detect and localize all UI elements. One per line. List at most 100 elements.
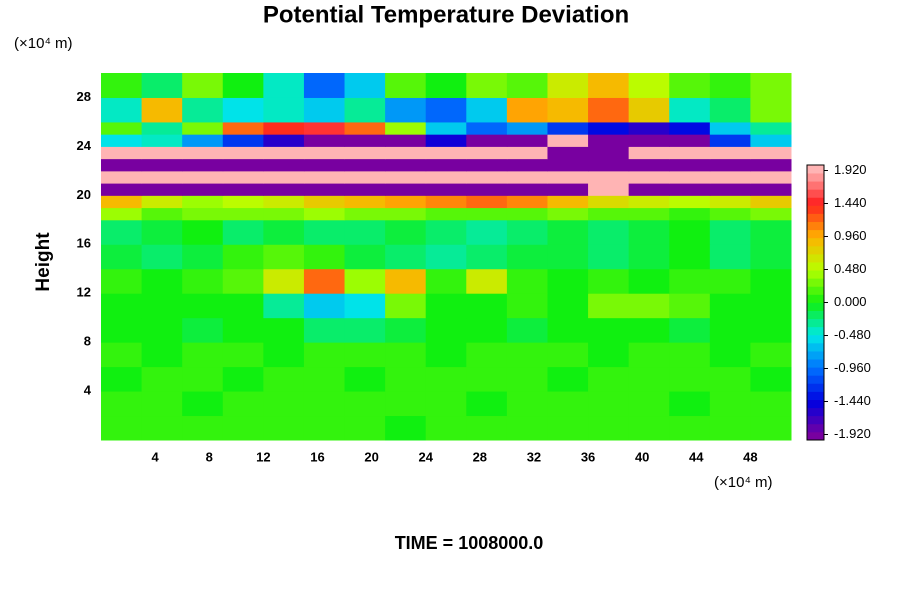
heat-cell <box>709 342 751 368</box>
heat-cell <box>303 366 346 392</box>
heat-cell <box>709 415 751 441</box>
heat-cell <box>628 158 670 172</box>
heat-cell <box>588 219 630 245</box>
heat-cell <box>222 415 264 441</box>
heat-cell <box>344 73 386 98</box>
colorbar-band <box>807 165 824 174</box>
heat-cell <box>263 134 305 147</box>
heat-cell <box>547 366 589 392</box>
heat-cell <box>263 97 305 123</box>
heat-cell <box>182 121 224 135</box>
colorbar-label: -1.440 <box>834 393 871 408</box>
heat-cell <box>709 244 751 270</box>
heat-cell <box>506 219 548 245</box>
x-tick-label: 8 <box>206 449 213 464</box>
heat-cell <box>222 146 264 160</box>
heat-cell <box>303 219 346 245</box>
y-tick-label: 20 <box>77 187 91 202</box>
heat-cell <box>628 121 670 135</box>
heat-cell <box>709 146 751 160</box>
heat-cell <box>547 219 589 245</box>
heat-cell <box>344 158 386 172</box>
heat-cell <box>101 121 143 135</box>
heat-cell <box>547 134 589 147</box>
heat-cell <box>344 366 386 392</box>
heat-cell <box>101 219 143 245</box>
heat-cell <box>222 97 264 123</box>
heat-cell <box>303 134 346 147</box>
colorbar-band <box>807 253 824 263</box>
heat-cell <box>182 158 224 172</box>
heat-cell <box>750 219 792 245</box>
heat-cell <box>669 195 711 209</box>
heat-cell <box>466 183 508 196</box>
heat-cell <box>385 244 427 270</box>
heat-cell <box>425 97 467 123</box>
heat-cell <box>506 73 548 98</box>
heat-cell <box>709 219 751 245</box>
heat-cell <box>547 415 589 441</box>
heat-cell <box>750 293 792 319</box>
x-unit: (×10⁴ m) <box>714 474 773 491</box>
heat-cell <box>182 146 224 160</box>
heat-cell <box>547 207 589 221</box>
heat-cell <box>385 146 427 160</box>
heat-cell <box>750 342 792 368</box>
heat-cell <box>385 183 427 196</box>
heat-cell <box>182 244 224 270</box>
heat-cell <box>344 268 386 294</box>
colorbar-band <box>807 262 824 271</box>
x-tick-label: 32 <box>527 449 541 464</box>
y-unit: (×10⁴ m) <box>14 35 73 52</box>
heat-cell <box>669 219 711 245</box>
heat-cell <box>466 73 508 98</box>
heat-cell <box>141 158 183 172</box>
colorbar-label: 1.440 <box>834 195 867 210</box>
heat-cell <box>303 170 346 184</box>
heat-cell <box>303 293 346 319</box>
heat-cell <box>101 134 143 147</box>
heat-cell <box>303 244 346 270</box>
heat-cell <box>303 146 346 160</box>
colorbar-band <box>807 189 824 198</box>
heat-cell <box>669 317 711 343</box>
heat-cell <box>709 134 751 147</box>
heat-cell <box>547 158 589 172</box>
colorbar-band <box>807 197 824 206</box>
heat-cell <box>263 317 305 343</box>
heat-cell <box>303 195 346 209</box>
heat-cell <box>750 134 792 147</box>
heat-cell <box>506 195 548 209</box>
heat-cell <box>101 170 143 184</box>
heat-cell <box>750 415 792 441</box>
heat-cell <box>425 158 467 172</box>
colorbar-band <box>807 237 824 247</box>
colorbar-band <box>807 205 824 214</box>
heat-cell <box>669 121 711 135</box>
heat-cell <box>263 219 305 245</box>
y-tick-label: 24 <box>77 138 92 153</box>
heat-cell <box>709 97 751 123</box>
heat-cell <box>628 134 670 147</box>
colorbar-band <box>807 286 824 295</box>
heat-cell <box>669 244 711 270</box>
y-tick-label: 28 <box>77 89 91 104</box>
heat-cell <box>425 219 467 245</box>
heat-cell <box>222 391 264 417</box>
heat-cell <box>588 195 630 209</box>
heat-cell <box>628 195 670 209</box>
colorbar-label: -0.960 <box>834 360 871 375</box>
heat-cell <box>222 268 264 294</box>
heat-cell <box>222 317 264 343</box>
y-tick-label: 16 <box>77 236 91 251</box>
heat-cell <box>588 366 630 392</box>
heat-cell <box>588 293 630 319</box>
heat-cell <box>141 170 183 184</box>
heat-cell <box>466 317 508 343</box>
heat-cell <box>669 207 711 221</box>
heat-cell <box>628 391 670 417</box>
heat-cell <box>750 207 792 221</box>
heat-cell <box>547 244 589 270</box>
colorbar-band <box>807 342 824 352</box>
